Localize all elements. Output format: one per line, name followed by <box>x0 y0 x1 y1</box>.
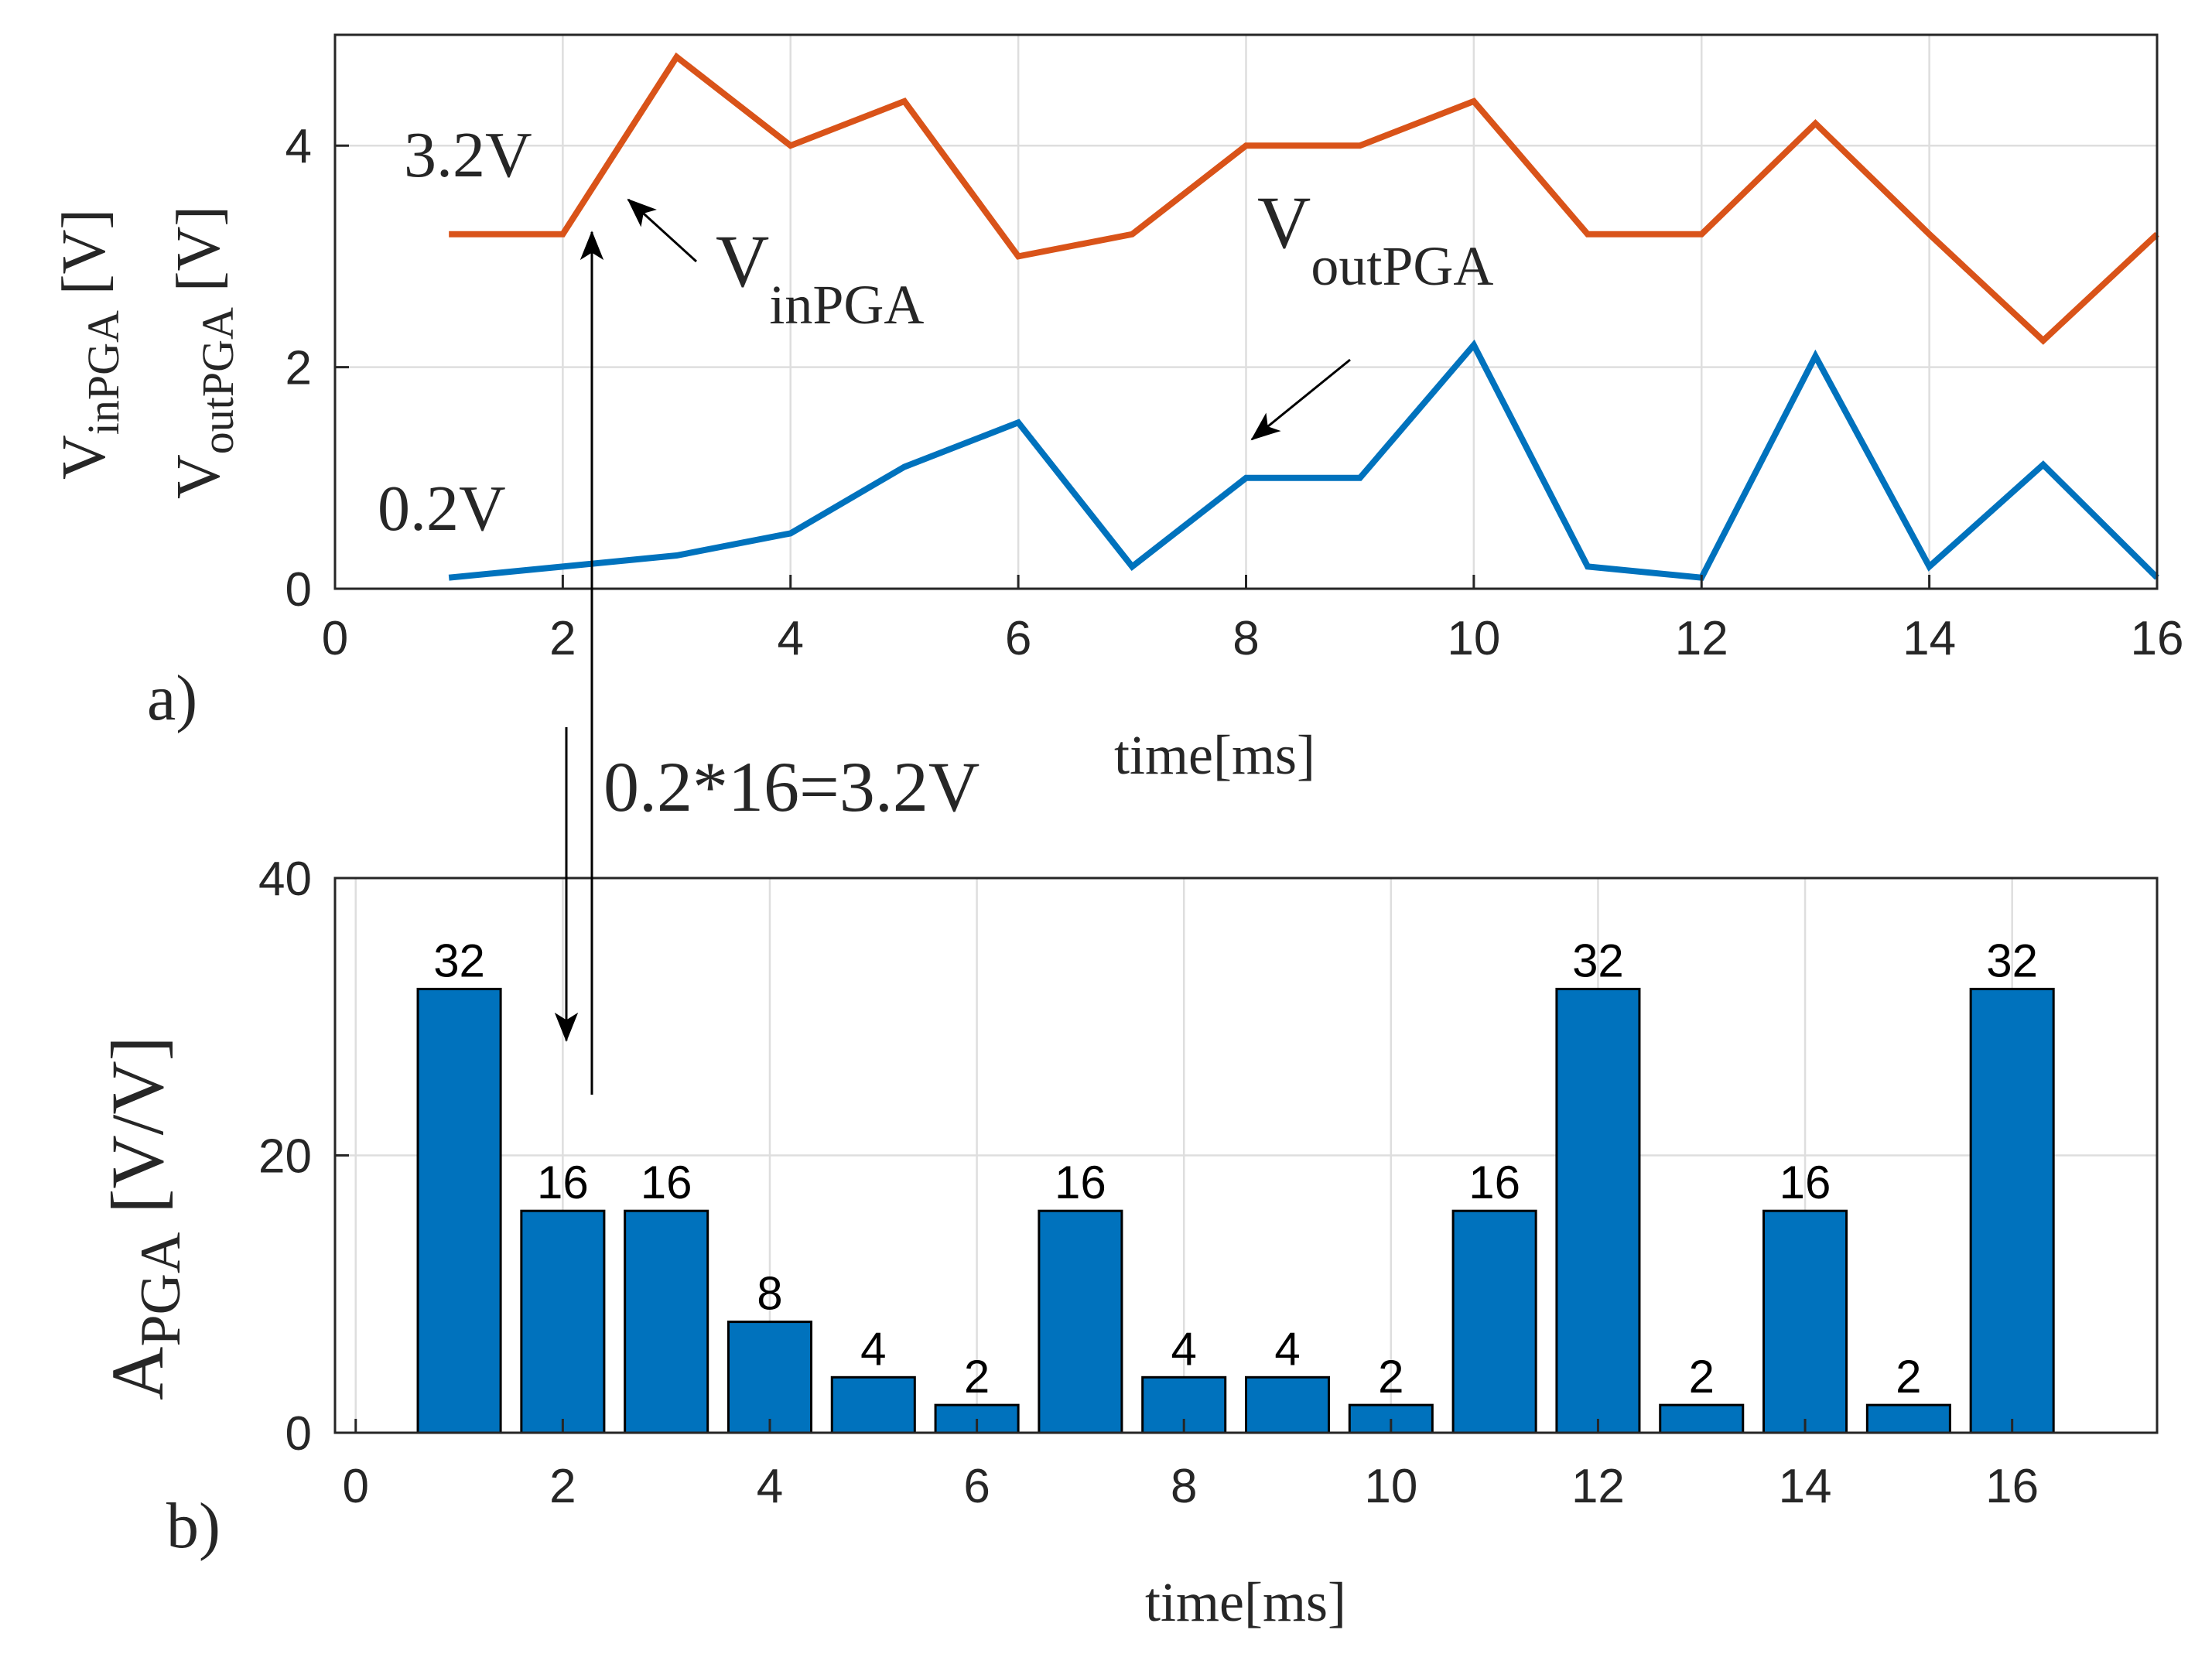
bar <box>1245 1375 1331 1434</box>
panel-a-label: a) <box>147 662 197 734</box>
bar <box>1865 1403 1951 1434</box>
panel-a-ytick-label: 2 <box>285 342 312 395</box>
panel-b-x-ticks: 0 2 4 6 8 10 12 14 16 <box>343 1419 2039 1513</box>
bar-data-label: 16 <box>537 1157 589 1208</box>
panel-a-xtick-label: 6 <box>1005 612 1031 665</box>
panel-a-ylabel-vin-sub: inPGA <box>78 310 128 435</box>
annotation-vout-main: V <box>1257 181 1311 264</box>
panel-a-line-chart: 0 2 4 6 8 10 12 14 16 0 2 4 VinPGA [V] VoutPGA [V]… <box>50 33 2184 826</box>
panel-a-ylabel-vin-unit: [V] <box>50 209 118 310</box>
bar-data-label: 2 <box>1689 1351 1715 1403</box>
panel-b-ytick-label: 40 <box>258 853 312 906</box>
panel-b-bar-chart: 32 16 16 8 4 2 16 4 4 2 16 32 2 16 2 32 0 2 4 6 8 10 12 14 16 0… <box>96 853 2159 1633</box>
panel-b-data-labels: 32 16 16 8 4 2 16 4 4 2 16 32 2 16 2 32 <box>433 935 2038 1403</box>
annotation-formula: 0.2*16=3.2V <box>603 747 980 826</box>
bar <box>1555 987 1641 1434</box>
bar-data-label: 32 <box>1986 935 2038 986</box>
panel-a-xtick-label: 10 <box>1447 612 1500 665</box>
panel-a-xtick-label: 14 <box>1903 612 1956 665</box>
panel-a-series <box>448 52 2159 581</box>
annotation-vout-sub: outPGA <box>1311 235 1493 297</box>
panel-b-grid <box>335 877 2157 1434</box>
panel-b-label: b) <box>166 1490 221 1562</box>
bar <box>520 1209 606 1434</box>
bar <box>624 1209 709 1434</box>
panel-a-xtick-label: 0 <box>322 612 348 665</box>
bar <box>1969 987 2055 1434</box>
annotation-in-level: 0.2V <box>378 473 506 545</box>
panel-b-xtick-label: 14 <box>1779 1460 1832 1513</box>
panel-a-ylabel-vout-unit: [V] <box>165 206 233 307</box>
panel-a-y-ticks: 0 2 4 <box>285 120 349 617</box>
panel-b-xlabel: time[ms] <box>1145 1571 1346 1633</box>
bar-data-label: 4 <box>860 1323 886 1375</box>
panel-a-ytick-label: 4 <box>285 120 312 173</box>
bar <box>830 1375 916 1434</box>
panel-b-ylabel-unit: [V/V] <box>96 1036 179 1232</box>
annotation-vout: VoutPGA <box>1257 181 1493 297</box>
panel-a-ylabel-vout-main: V <box>165 454 233 499</box>
panel-a-xtick-label: 12 <box>1675 612 1728 665</box>
bar <box>1038 1209 1123 1434</box>
annotation-vin-sub: inPGA <box>769 274 924 336</box>
panel-b-xtick-label: 0 <box>343 1460 369 1513</box>
panel-b-bars <box>416 987 2055 1434</box>
panel-b-xtick-label: 4 <box>757 1460 783 1513</box>
bar-data-label: 16 <box>641 1157 692 1208</box>
series-line-VoutPGA <box>449 52 2159 345</box>
bar-data-label: 8 <box>757 1268 782 1320</box>
panel-a-xtick-label: 4 <box>778 612 804 665</box>
panel-a-ylabel-vout-sub: outPGA <box>193 307 243 454</box>
panel-a-xtick-label: 16 <box>2131 612 2184 665</box>
panel-b-xtick-label: 10 <box>1364 1460 1417 1513</box>
bar-data-label: 16 <box>1468 1157 1520 1208</box>
panel-b-ytick-label: 20 <box>258 1130 312 1184</box>
bar-data-label: 4 <box>1171 1323 1197 1375</box>
panel-b-ytick-label: 0 <box>285 1407 312 1461</box>
bar-data-label: 16 <box>1780 1157 1831 1208</box>
panel-a-x-ticks: 0 2 4 6 8 10 12 14 16 <box>322 575 2184 665</box>
bar <box>416 987 502 1434</box>
panel-b-xtick-label: 8 <box>1171 1460 1197 1513</box>
panel-a-xtick-label: 8 <box>1232 612 1259 665</box>
bar <box>727 1321 813 1434</box>
annotation-vin-main: V <box>716 220 769 302</box>
panel-a-ytick-label: 0 <box>285 563 312 617</box>
annotation-vin: VinPGA <box>716 220 924 336</box>
panel-b-ylabel: APGA [V/V] <box>96 1036 193 1400</box>
bar-data-label: 16 <box>1055 1157 1106 1208</box>
bar-data-label: 4 <box>1274 1323 1300 1375</box>
bar-data-label: 2 <box>1896 1351 1921 1403</box>
panel-a-ylabel-vin: VinPGA [V] <box>50 209 128 480</box>
bar-data-label: 32 <box>433 935 485 986</box>
bar-data-label: 2 <box>1378 1351 1403 1403</box>
series-line-VinPGA <box>448 339 2159 581</box>
bar <box>1451 1209 1537 1434</box>
panel-b-xtick-label: 6 <box>963 1460 990 1513</box>
panel-a-xlabel: time[ms] <box>1114 724 1315 786</box>
annotation-vin-arrow <box>627 198 698 263</box>
panel-b-xtick-label: 16 <box>1985 1460 2039 1513</box>
panel-a-grid <box>333 35 2159 590</box>
panel-a-xtick-label: 2 <box>549 612 576 665</box>
panel-a-ylabel-vin-main: V <box>50 435 118 480</box>
bar <box>1659 1403 1745 1434</box>
bar-data-label: 32 <box>1572 935 1624 986</box>
panel-b-y-ticks: 0 20 40 <box>258 853 349 1461</box>
annotation-vout-arrow <box>1250 358 1351 441</box>
panel-b-xtick-label: 12 <box>1571 1460 1625 1513</box>
panel-a-ylabel-vout: VoutPGA [V] <box>165 206 243 499</box>
panel-b-ylabel-main: A <box>96 1347 179 1400</box>
panel-b-xtick-label: 2 <box>549 1460 576 1513</box>
bar-data-label: 2 <box>964 1351 990 1403</box>
panel-b-ylabel-sub: PGA <box>129 1232 193 1347</box>
annotation-out-level: 3.2V <box>404 119 532 191</box>
bar <box>1762 1209 1848 1434</box>
